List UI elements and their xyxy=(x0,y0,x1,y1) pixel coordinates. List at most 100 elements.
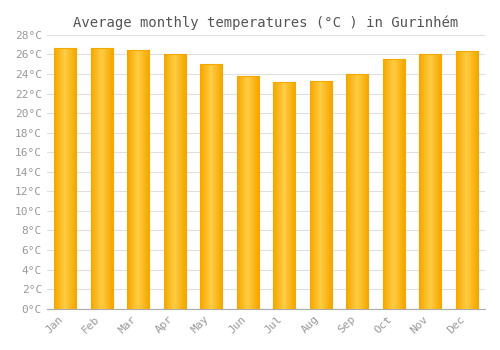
Bar xyxy=(208,64,209,309)
Bar xyxy=(245,76,246,309)
Bar xyxy=(291,82,292,309)
Bar xyxy=(110,48,111,309)
Bar xyxy=(94,48,95,309)
Bar xyxy=(55,48,56,309)
Bar xyxy=(474,51,475,309)
Bar xyxy=(127,49,128,309)
Bar xyxy=(250,76,252,309)
Bar xyxy=(326,81,328,309)
Bar xyxy=(422,54,423,309)
Bar xyxy=(202,64,203,309)
Bar xyxy=(433,54,434,309)
Bar xyxy=(463,51,464,309)
Bar xyxy=(70,48,71,309)
Title: Average monthly temperatures (°C ) in Gurinhém: Average monthly temperatures (°C ) in Gu… xyxy=(74,15,458,29)
Bar xyxy=(286,82,287,309)
Bar xyxy=(475,51,476,309)
Bar xyxy=(432,54,433,309)
Bar xyxy=(133,49,134,309)
Bar xyxy=(240,76,241,309)
Bar xyxy=(128,49,130,309)
Bar xyxy=(207,64,208,309)
Bar xyxy=(395,59,396,309)
Bar xyxy=(318,81,319,309)
Bar xyxy=(356,74,357,309)
Bar xyxy=(256,76,257,309)
Bar xyxy=(201,64,202,309)
Bar xyxy=(288,82,290,309)
Bar xyxy=(383,59,384,309)
Bar xyxy=(74,48,76,309)
Bar xyxy=(290,82,291,309)
Bar xyxy=(316,81,317,309)
Bar xyxy=(142,49,144,309)
Bar xyxy=(280,82,281,309)
Bar xyxy=(177,54,178,309)
Bar xyxy=(292,82,293,309)
Bar xyxy=(241,76,242,309)
Bar xyxy=(403,59,404,309)
Bar xyxy=(469,51,470,309)
Bar xyxy=(253,76,254,309)
Bar xyxy=(477,51,478,309)
Bar xyxy=(185,54,186,309)
Bar xyxy=(146,49,147,309)
Bar xyxy=(131,49,132,309)
Bar xyxy=(476,51,477,309)
Bar xyxy=(172,54,173,309)
Bar xyxy=(400,59,401,309)
Bar xyxy=(171,54,172,309)
Bar xyxy=(331,81,332,309)
Bar xyxy=(402,59,403,309)
Bar xyxy=(350,74,352,309)
Bar xyxy=(212,64,214,309)
Bar xyxy=(98,48,100,309)
Bar xyxy=(141,49,142,309)
Bar xyxy=(54,48,55,309)
Bar xyxy=(325,81,326,309)
Bar xyxy=(330,81,331,309)
Bar xyxy=(393,59,394,309)
Bar xyxy=(248,76,249,309)
Bar xyxy=(363,74,364,309)
Bar xyxy=(95,48,96,309)
Bar xyxy=(66,48,68,309)
Bar xyxy=(430,54,431,309)
Bar xyxy=(464,51,466,309)
Bar xyxy=(168,54,169,309)
Bar xyxy=(140,49,141,309)
Bar xyxy=(349,74,350,309)
Bar xyxy=(73,48,74,309)
Bar xyxy=(348,74,349,309)
Bar xyxy=(472,51,474,309)
Bar xyxy=(148,49,149,309)
Bar xyxy=(97,48,98,309)
Bar xyxy=(108,48,109,309)
Bar xyxy=(366,74,368,309)
Bar xyxy=(220,64,222,309)
Bar xyxy=(200,64,201,309)
Bar xyxy=(180,54,181,309)
Bar xyxy=(322,81,323,309)
Bar xyxy=(324,81,325,309)
Bar xyxy=(315,81,316,309)
Bar xyxy=(246,76,247,309)
Bar xyxy=(468,51,469,309)
Bar xyxy=(130,49,131,309)
Bar xyxy=(102,48,103,309)
Bar xyxy=(138,49,139,309)
Bar xyxy=(273,82,274,309)
Bar xyxy=(249,76,250,309)
Bar xyxy=(426,54,428,309)
Bar xyxy=(392,59,393,309)
Bar xyxy=(244,76,245,309)
Bar xyxy=(352,74,353,309)
Bar xyxy=(96,48,97,309)
Bar xyxy=(471,51,472,309)
Bar xyxy=(436,54,437,309)
Bar xyxy=(354,74,355,309)
Bar xyxy=(247,76,248,309)
Bar xyxy=(284,82,285,309)
Bar xyxy=(58,48,59,309)
Bar xyxy=(357,74,358,309)
